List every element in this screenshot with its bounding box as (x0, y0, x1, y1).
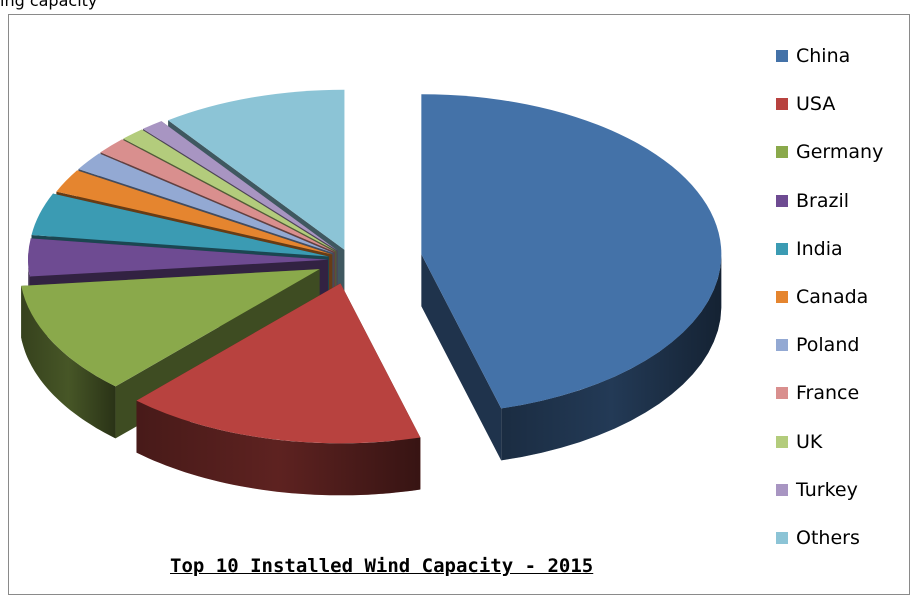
legend-label: France (796, 382, 860, 405)
pie-slice-china (421, 94, 722, 461)
pie-slice-usa (136, 283, 421, 496)
legend-label: Others (796, 527, 860, 549)
legend-swatch (776, 98, 788, 111)
legend-swatch (776, 291, 788, 303)
legend-item-canada: Canada (776, 285, 868, 309)
legend-item-france: France (776, 381, 859, 405)
legend-item-brazil: Brazil (776, 189, 849, 213)
legend-label: Turkey (796, 478, 858, 501)
legend-label: Germany (796, 141, 884, 164)
legend-item-india: India (776, 237, 843, 261)
legend-swatch (776, 194, 788, 207)
legend-label: Poland (796, 334, 860, 357)
legend-item-china: China (776, 44, 850, 68)
cropped-heading-text: ing capacity (0, 0, 98, 10)
pie-slice-top (168, 89, 345, 250)
pie-slice-side (421, 254, 502, 461)
pie-slice-top (142, 121, 338, 251)
legend-label: UK (796, 430, 823, 453)
pie-slice-top (31, 193, 329, 257)
pie-slice-top (28, 238, 329, 277)
legend-item-uk: UK (776, 430, 822, 454)
legend-swatch (776, 435, 788, 448)
legend-item-usa: USA (776, 92, 835, 116)
legend-label: USA (796, 93, 836, 116)
pie-slice-top (100, 139, 336, 253)
legend-swatch (776, 483, 788, 496)
legend-label: Canada (796, 286, 869, 308)
pie-slice-top (136, 283, 421, 444)
legend-swatch (776, 532, 788, 544)
pie-slice-wall-shade (136, 400, 421, 496)
pie-slice-top (56, 170, 333, 255)
legend-item-others: Others (776, 526, 860, 550)
chart-title: Top 10 Installed Wind Capacity - 2015 (170, 555, 594, 577)
pie-slice-top (78, 153, 334, 254)
pie-slice-top (123, 129, 337, 252)
legend-label: India (796, 237, 843, 260)
pie-slice-wall-shade (21, 285, 116, 439)
legend-item-turkey: Turkey (776, 478, 858, 502)
legend-item-germany: Germany (776, 140, 883, 164)
legend-swatch (776, 242, 788, 255)
legend-label: China (796, 45, 851, 67)
pie-slice-top (421, 94, 722, 409)
pie-slice-top (21, 269, 320, 387)
legend-swatch (776, 387, 788, 400)
legend-label: Brazil (796, 189, 850, 212)
legend-item-poland: Poland (776, 333, 859, 357)
legend-swatch (776, 339, 788, 352)
legend-swatch (776, 50, 788, 62)
legend-swatch (776, 146, 788, 159)
pie-slice-wall-shade (501, 255, 722, 461)
